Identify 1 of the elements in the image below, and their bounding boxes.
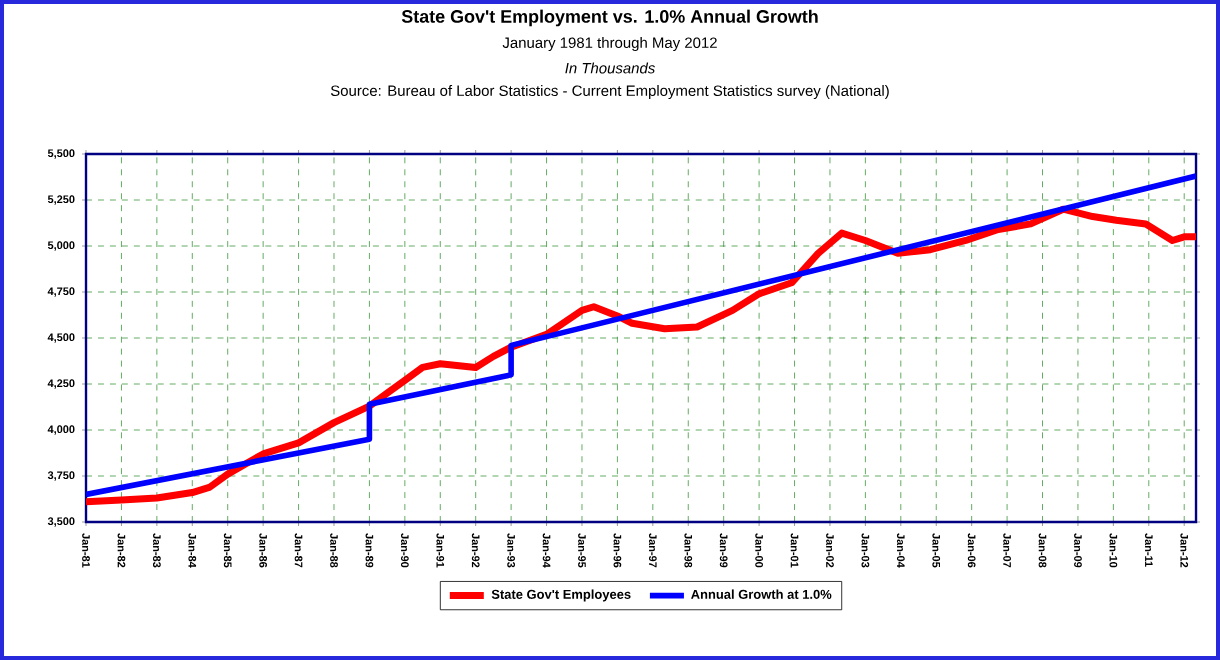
chart-title: State Gov't Employment vs. 1.0% Annual Growth bbox=[401, 9, 818, 27]
